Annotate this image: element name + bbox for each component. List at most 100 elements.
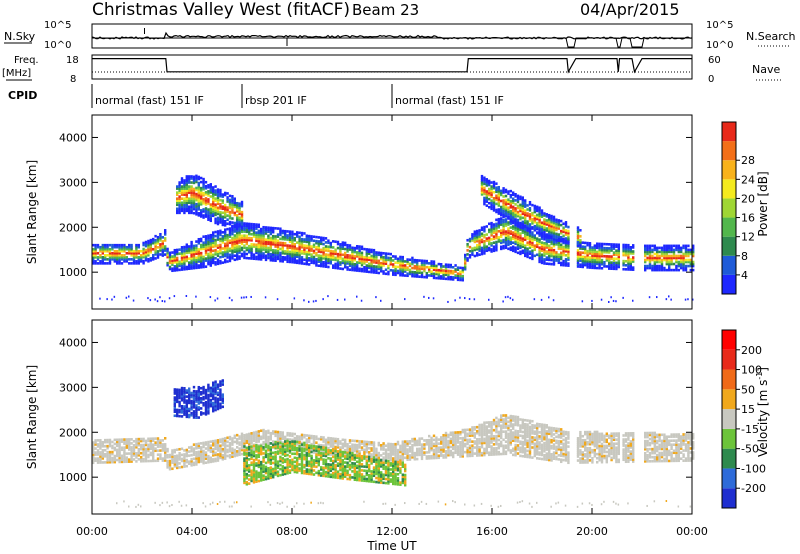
echo-cell: [231, 203, 234, 206]
echo-cell: [108, 253, 112, 257]
echo-cell: [656, 264, 659, 268]
echo-cell: [276, 253, 280, 257]
echo-cell: [207, 184, 210, 187]
echo-cell: [279, 243, 282, 247]
echo-cell: [216, 397, 220, 401]
echo-cell: [444, 263, 448, 266]
echo-cell: [197, 195, 200, 199]
echo-cell: [279, 445, 282, 449]
echo-cell: [221, 195, 224, 198]
echo-cell: [219, 392, 222, 396]
echo-cell: [219, 444, 222, 448]
echo-cell: [195, 416, 198, 419]
echo-cell: [118, 452, 121, 456]
echo-cell: [308, 468, 311, 472]
echo-cell: [550, 230, 553, 234]
echo-cell: [257, 455, 260, 459]
echo-cell: [257, 231, 260, 235]
echo-cell: [567, 254, 570, 257]
echo-cell: [130, 247, 133, 251]
echo-cell: [178, 183, 181, 186]
echo-cell: [104, 440, 107, 444]
echo-cell: [200, 251, 203, 255]
echo-cell: [236, 446, 239, 449]
echo-cell: [188, 211, 191, 215]
echo-cell: [372, 254, 376, 258]
echo-cell: [291, 468, 294, 472]
echo-cell: [204, 257, 208, 260]
echo-cell: [624, 259, 628, 263]
echo-cell: [159, 247, 162, 250]
echo-cell: [288, 236, 292, 240]
echo-cell: [495, 186, 498, 190]
echo-cell: [372, 256, 376, 260]
echo-cell: [584, 263, 587, 267]
echo-cell: [531, 239, 534, 242]
echo-cell: [492, 227, 496, 230]
echo-cell: [567, 241, 570, 245]
echo-cell: [197, 460, 200, 464]
echo-cell: [209, 444, 212, 447]
echo-cell: [528, 232, 532, 235]
echo-cell: [221, 393, 224, 396]
echo-cell: [298, 235, 301, 239]
echo-cell: [92, 455, 95, 458]
echo-cell: [252, 476, 256, 480]
echo-cell: [156, 439, 160, 442]
echo-cell: [190, 405, 193, 409]
echo-cell: [310, 235, 313, 238]
echo-cell: [490, 221, 493, 225]
echo-cell: [214, 404, 217, 408]
echo-cell: [502, 201, 505, 204]
echo-cell: [221, 437, 224, 441]
echo-cell: [612, 259, 616, 263]
echo-cell: [219, 388, 222, 391]
echo-cell: [322, 261, 325, 264]
echo-cell: [178, 195, 181, 198]
echo-cell: [154, 249, 157, 252]
echo-cell: [260, 460, 263, 464]
echo-cell: [192, 463, 196, 467]
echo-cell: [305, 450, 308, 453]
echo-cell: [504, 246, 508, 250]
echo-cell: [356, 269, 359, 272]
echo-cell: [106, 253, 109, 257]
echo-cell: [286, 453, 289, 457]
echo-cell: [550, 222, 553, 226]
echo-cell: [178, 203, 181, 207]
echo-cell: [137, 251, 140, 255]
echo-cell: [538, 242, 541, 245]
echo-cell: [212, 460, 215, 463]
echo-cell: [360, 263, 364, 267]
echo-cell: [137, 437, 140, 441]
echo-cell: [351, 266, 354, 270]
echo-cell: [360, 299, 363, 302]
echo-cell: [617, 247, 620, 251]
echo-cell: [272, 461, 275, 465]
echo-cell: [540, 231, 544, 235]
echo-cell: [329, 253, 332, 257]
echo-cell: [276, 446, 280, 449]
echo-cell: [291, 230, 294, 234]
echo-cell: [250, 253, 253, 256]
echo-cell: [300, 256, 304, 259]
echo-cell: [317, 258, 320, 261]
echo-cell: [279, 255, 282, 259]
echo-cell: [231, 443, 234, 446]
echo-cell: [209, 235, 212, 239]
echo-cell: [279, 439, 282, 442]
echo-cell: [512, 215, 515, 219]
echo-cell: [276, 227, 280, 230]
echo-cell: [293, 253, 296, 256]
echo-cell: [689, 252, 692, 256]
echo-cell: [180, 193, 184, 196]
echo-cell: [240, 210, 244, 214]
echo-cell: [185, 195, 188, 198]
echo-cell: [351, 256, 354, 260]
echo-cell: [204, 207, 208, 210]
echo-cell: [315, 253, 318, 257]
echo-cell: [348, 260, 352, 263]
echo-cell: [536, 209, 539, 213]
echo-cell: [209, 458, 212, 462]
echo-cell: [212, 259, 215, 263]
